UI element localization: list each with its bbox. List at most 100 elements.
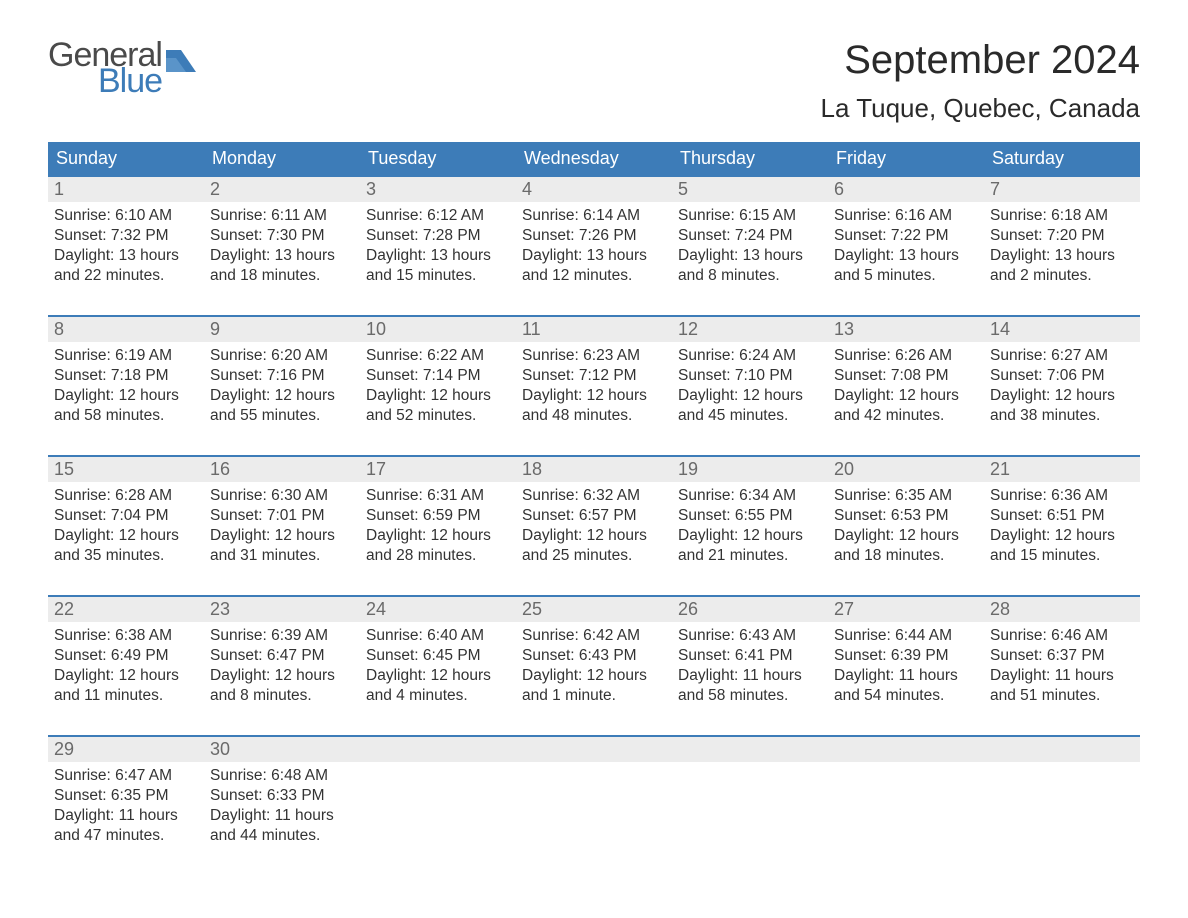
- day-cell: [984, 737, 1140, 847]
- daylight-line: and 47 minutes.: [54, 826, 198, 846]
- day-number: 17: [360, 457, 516, 482]
- day-cell: 18Sunrise: 6:32 AMSunset: 6:57 PMDayligh…: [516, 457, 672, 567]
- daylight-line: Daylight: 11 hours: [54, 806, 198, 826]
- daylight-line: Daylight: 13 hours: [522, 246, 666, 266]
- calendar-page: General Blue September 2024 La Tuque, Qu…: [0, 0, 1188, 885]
- daylight-line: Daylight: 12 hours: [366, 526, 510, 546]
- daylight-line: Daylight: 13 hours: [678, 246, 822, 266]
- sunrise-line: Sunrise: 6:47 AM: [54, 766, 198, 786]
- day-number: [828, 737, 984, 762]
- day-body: Sunrise: 6:16 AMSunset: 7:22 PMDaylight:…: [828, 202, 984, 287]
- sunrise-line: Sunrise: 6:24 AM: [678, 346, 822, 366]
- daylight-line: Daylight: 12 hours: [366, 666, 510, 686]
- day-number: 12: [672, 317, 828, 342]
- daylight-line: and 2 minutes.: [990, 266, 1134, 286]
- day-body: Sunrise: 6:27 AMSunset: 7:06 PMDaylight:…: [984, 342, 1140, 427]
- sunset-line: Sunset: 7:18 PM: [54, 366, 198, 386]
- day-number: 2: [204, 177, 360, 202]
- daylight-line: and 48 minutes.: [522, 406, 666, 426]
- day-number: 3: [360, 177, 516, 202]
- day-body: Sunrise: 6:46 AMSunset: 6:37 PMDaylight:…: [984, 622, 1140, 707]
- day-cell: 5Sunrise: 6:15 AMSunset: 7:24 PMDaylight…: [672, 177, 828, 287]
- day-number: 24: [360, 597, 516, 622]
- daylight-line: Daylight: 12 hours: [54, 386, 198, 406]
- day-number: 20: [828, 457, 984, 482]
- day-body: Sunrise: 6:40 AMSunset: 6:45 PMDaylight:…: [360, 622, 516, 707]
- day-cell: 23Sunrise: 6:39 AMSunset: 6:47 PMDayligh…: [204, 597, 360, 707]
- day-body: Sunrise: 6:32 AMSunset: 6:57 PMDaylight:…: [516, 482, 672, 567]
- day-cell: 4Sunrise: 6:14 AMSunset: 7:26 PMDaylight…: [516, 177, 672, 287]
- title-block: September 2024 La Tuque, Quebec, Canada: [821, 38, 1140, 124]
- week-row: 15Sunrise: 6:28 AMSunset: 7:04 PMDayligh…: [48, 455, 1140, 567]
- day-body: Sunrise: 6:38 AMSunset: 6:49 PMDaylight:…: [48, 622, 204, 707]
- sunrise-line: Sunrise: 6:44 AM: [834, 626, 978, 646]
- day-body: Sunrise: 6:20 AMSunset: 7:16 PMDaylight:…: [204, 342, 360, 427]
- dow-tuesday: Tuesday: [360, 142, 516, 175]
- day-cell: 2Sunrise: 6:11 AMSunset: 7:30 PMDaylight…: [204, 177, 360, 287]
- sunrise-line: Sunrise: 6:23 AM: [522, 346, 666, 366]
- sunrise-line: Sunrise: 6:46 AM: [990, 626, 1134, 646]
- day-number: 22: [48, 597, 204, 622]
- day-cell: 8Sunrise: 6:19 AMSunset: 7:18 PMDaylight…: [48, 317, 204, 427]
- daylight-line: Daylight: 11 hours: [990, 666, 1134, 686]
- day-body: Sunrise: 6:11 AMSunset: 7:30 PMDaylight:…: [204, 202, 360, 287]
- day-number: 14: [984, 317, 1140, 342]
- location: La Tuque, Quebec, Canada: [821, 93, 1140, 124]
- daylight-line: and 25 minutes.: [522, 546, 666, 566]
- day-number: [672, 737, 828, 762]
- day-number: 30: [204, 737, 360, 762]
- day-body: Sunrise: 6:23 AMSunset: 7:12 PMDaylight:…: [516, 342, 672, 427]
- day-body: Sunrise: 6:10 AMSunset: 7:32 PMDaylight:…: [48, 202, 204, 287]
- daylight-line: Daylight: 12 hours: [990, 386, 1134, 406]
- day-cell: 13Sunrise: 6:26 AMSunset: 7:08 PMDayligh…: [828, 317, 984, 427]
- sunset-line: Sunset: 7:24 PM: [678, 226, 822, 246]
- daylight-line: and 44 minutes.: [210, 826, 354, 846]
- dow-wednesday: Wednesday: [516, 142, 672, 175]
- day-cell: 25Sunrise: 6:42 AMSunset: 6:43 PMDayligh…: [516, 597, 672, 707]
- sunrise-line: Sunrise: 6:39 AM: [210, 626, 354, 646]
- day-body: Sunrise: 6:26 AMSunset: 7:08 PMDaylight:…: [828, 342, 984, 427]
- sunset-line: Sunset: 6:47 PM: [210, 646, 354, 666]
- sunset-line: Sunset: 7:01 PM: [210, 506, 354, 526]
- day-cell: 17Sunrise: 6:31 AMSunset: 6:59 PMDayligh…: [360, 457, 516, 567]
- day-cell: 24Sunrise: 6:40 AMSunset: 6:45 PMDayligh…: [360, 597, 516, 707]
- daylight-line: and 58 minutes.: [678, 686, 822, 706]
- day-body: Sunrise: 6:14 AMSunset: 7:26 PMDaylight:…: [516, 202, 672, 287]
- dow-friday: Friday: [828, 142, 984, 175]
- sunrise-line: Sunrise: 6:32 AM: [522, 486, 666, 506]
- sunrise-line: Sunrise: 6:31 AM: [366, 486, 510, 506]
- day-number: 5: [672, 177, 828, 202]
- brand-logo: General Blue: [48, 38, 196, 98]
- daylight-line: and 55 minutes.: [210, 406, 354, 426]
- day-cell: 21Sunrise: 6:36 AMSunset: 6:51 PMDayligh…: [984, 457, 1140, 567]
- sunset-line: Sunset: 7:28 PM: [366, 226, 510, 246]
- sunrise-line: Sunrise: 6:38 AM: [54, 626, 198, 646]
- daylight-line: Daylight: 12 hours: [210, 386, 354, 406]
- daylight-line: Daylight: 12 hours: [990, 526, 1134, 546]
- day-number: 23: [204, 597, 360, 622]
- calendar-grid: Sunday Monday Tuesday Wednesday Thursday…: [48, 142, 1140, 847]
- day-number: 16: [204, 457, 360, 482]
- sunset-line: Sunset: 7:32 PM: [54, 226, 198, 246]
- daylight-line: and 1 minute.: [522, 686, 666, 706]
- dow-saturday: Saturday: [984, 142, 1140, 175]
- sunset-line: Sunset: 6:43 PM: [522, 646, 666, 666]
- daylight-line: Daylight: 12 hours: [366, 386, 510, 406]
- day-number: [984, 737, 1140, 762]
- daylight-line: Daylight: 11 hours: [210, 806, 354, 826]
- day-cell: [360, 737, 516, 847]
- daylight-line: Daylight: 12 hours: [834, 526, 978, 546]
- day-number: [360, 737, 516, 762]
- day-body: Sunrise: 6:44 AMSunset: 6:39 PMDaylight:…: [828, 622, 984, 707]
- day-number: 27: [828, 597, 984, 622]
- sunrise-line: Sunrise: 6:35 AM: [834, 486, 978, 506]
- daylight-line: Daylight: 12 hours: [54, 666, 198, 686]
- daylight-line: and 11 minutes.: [54, 686, 198, 706]
- day-body: [516, 762, 672, 766]
- sunset-line: Sunset: 7:22 PM: [834, 226, 978, 246]
- day-body: Sunrise: 6:35 AMSunset: 6:53 PMDaylight:…: [828, 482, 984, 567]
- sunrise-line: Sunrise: 6:34 AM: [678, 486, 822, 506]
- day-body: Sunrise: 6:36 AMSunset: 6:51 PMDaylight:…: [984, 482, 1140, 567]
- sunset-line: Sunset: 7:26 PM: [522, 226, 666, 246]
- sunset-line: Sunset: 7:12 PM: [522, 366, 666, 386]
